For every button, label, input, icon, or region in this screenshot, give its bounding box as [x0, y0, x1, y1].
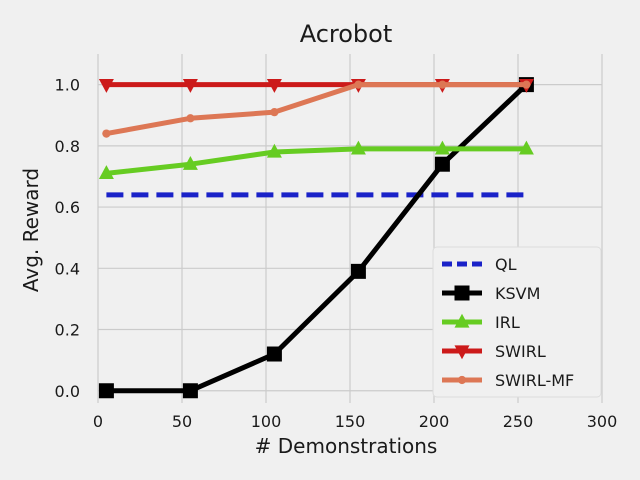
data-point-swirl	[98, 78, 114, 93]
legend-label: IRL	[495, 313, 520, 332]
data-point-irl	[434, 140, 450, 155]
legend-item-ksvm: KSVM	[442, 284, 540, 303]
data-point-swirl	[266, 78, 282, 93]
legend-marker	[457, 375, 467, 385]
data-point-swirl-mf	[102, 129, 111, 138]
tick-labels: 0 50 100 150 200 250 300 0.0 0.2 0.4 0.6 0.8 1.0	[55, 76, 618, 431]
x-tick-label: 150	[335, 412, 366, 431]
series-line-irl	[103, 146, 529, 176]
legend-marker	[454, 285, 470, 301]
legend-box	[432, 246, 602, 398]
data-point-ksvm	[182, 383, 198, 399]
data-point-swirl-mf	[438, 80, 447, 89]
legend-label: SWIRL-MF	[495, 371, 574, 390]
data-point-swirl-mf	[270, 108, 279, 117]
y-tick-label: 0.0	[55, 382, 80, 401]
y-tick-label: 1.0	[55, 76, 80, 95]
legend-marker	[454, 313, 470, 328]
legend-label: QL	[495, 255, 517, 274]
legend-item-swirl-mf: SWIRL-MF	[442, 371, 574, 390]
x-tick-label: 0	[93, 412, 103, 431]
x-tick-label: 200	[419, 412, 450, 431]
x-tick-label: 250	[503, 412, 534, 431]
data-point-ksvm	[266, 346, 282, 362]
legend-label: SWIRL	[495, 342, 546, 361]
data-point-swirl-mf	[354, 80, 363, 89]
data-point-swirl-mf	[186, 114, 195, 123]
series-irl	[98, 140, 534, 180]
legend-item-ql: QL	[442, 255, 517, 274]
legend-label: KSVM	[495, 284, 540, 303]
y-tick-label: 0.2	[55, 321, 80, 340]
x-tick-label: 50	[172, 412, 192, 431]
data-point-swirl	[182, 78, 198, 93]
x-axis-label: # Demonstrations	[255, 434, 438, 458]
chart-title: Acrobot	[300, 20, 393, 48]
data-point-irl	[266, 143, 282, 158]
legend-item-irl: IRL	[442, 313, 520, 332]
series-swirl-mf	[102, 80, 531, 138]
x-tick-label: 300	[587, 412, 618, 431]
data-point-irl	[350, 140, 366, 155]
legend-item-swirl: SWIRL	[442, 342, 546, 361]
data-point-irl	[182, 155, 198, 170]
data-point-ksvm	[434, 156, 450, 172]
y-tick-label: 0.4	[55, 259, 80, 278]
series-layer	[98, 77, 534, 399]
y-tick-label: 0.6	[55, 198, 80, 217]
data-point-ksvm	[350, 263, 366, 279]
data-point-irl	[98, 165, 114, 180]
series-line-swirl-mf	[103, 82, 529, 137]
data-point-irl	[518, 140, 534, 155]
legend-marker	[454, 345, 470, 360]
y-tick-label: 0.8	[55, 137, 80, 156]
x-tick-label: 100	[251, 412, 282, 431]
y-axis-label: Avg. Reward	[19, 168, 43, 292]
legend: QL KSVM IRL SWIRL SWIRL-MF	[432, 246, 602, 398]
data-point-ksvm	[98, 383, 114, 399]
data-point-swirl-mf	[522, 80, 531, 89]
